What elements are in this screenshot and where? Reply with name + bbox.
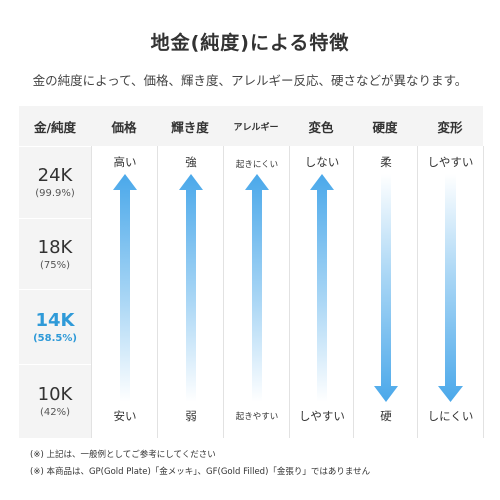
price-high-label: 高い	[113, 155, 137, 169]
row-18k: 18K (75%)	[19, 219, 91, 289]
footnote-general: (※) 上記は、一般例としてご参考にしてください	[30, 450, 216, 460]
row-10k: 10K (42%)	[19, 365, 91, 438]
page-title: 地金(純度)による特徴	[150, 32, 350, 54]
purity-label: (58.5%)	[33, 332, 77, 344]
column-hardness: 柔 硬	[353, 146, 418, 438]
footnote-plating: (※) 本商品は、GP(Gold Plate)「金メッキ」、GF(Gold Fi…	[30, 467, 371, 477]
hardness-soft-label: 柔	[380, 155, 392, 169]
purity-table: 金/純度 価格 輝き度 アレルギー 変色 硬度 変形 24K (99.9%) 1…	[19, 106, 484, 438]
header-allergy: アレルギー	[223, 106, 290, 146]
deformation-hard-label: しにくい	[427, 409, 474, 423]
column-shine: 強 弱	[157, 146, 224, 438]
column-allergy: 起きにくい 起きやすい	[223, 146, 290, 438]
hardness-hard-label: 硬	[380, 409, 392, 423]
shine-weak-label: 弱	[185, 409, 197, 423]
karat-label: 18K	[37, 236, 73, 258]
purity-label: (99.9%)	[35, 188, 75, 199]
header-shine: 輝き度	[157, 106, 224, 146]
up-arrow-icon	[245, 174, 269, 402]
allergy-unlikely-label: 起きにくい	[235, 160, 279, 170]
header-purity: 金/純度	[19, 106, 92, 146]
down-arrow-icon	[374, 174, 398, 402]
allergy-likely-label: 起きやすい	[235, 412, 279, 422]
down-arrow-icon	[438, 174, 463, 402]
column-deformation: しやすい しにくい	[417, 146, 484, 438]
page-subtitle: 金の純度によって、価格、輝き度、アレルギー反応、硬さなどが異なります。	[32, 73, 468, 88]
purity-label: (42%)	[39, 407, 71, 418]
header-price: 価格	[91, 106, 158, 146]
shine-strong-label: 強	[185, 155, 197, 169]
up-arrow-icon	[179, 174, 203, 402]
column-price: 高い 安い	[91, 146, 158, 438]
karat-label: 10K	[37, 384, 73, 405]
discoloration-none-label: しない	[304, 155, 340, 169]
column-discoloration: しない しやすい	[289, 146, 354, 438]
up-arrow-icon	[310, 174, 334, 402]
karat-label: 14K	[35, 309, 75, 331]
karat-label: 24K	[37, 165, 73, 186]
deformation-easy-label: しやすい	[427, 155, 474, 169]
up-arrow-icon	[113, 174, 137, 402]
row-14k: 14K (58.5%)	[19, 290, 91, 364]
row-24k: 24K (99.9%)	[19, 147, 91, 218]
purity-label: (75%)	[39, 259, 71, 271]
header-deformation: 変形	[417, 106, 483, 146]
header-hardness: 硬度	[353, 106, 418, 146]
discoloration-easy-label: しやすい	[299, 409, 345, 423]
header-discoloration: 変色	[289, 106, 354, 146]
price-low-label: 安い	[113, 409, 137, 423]
